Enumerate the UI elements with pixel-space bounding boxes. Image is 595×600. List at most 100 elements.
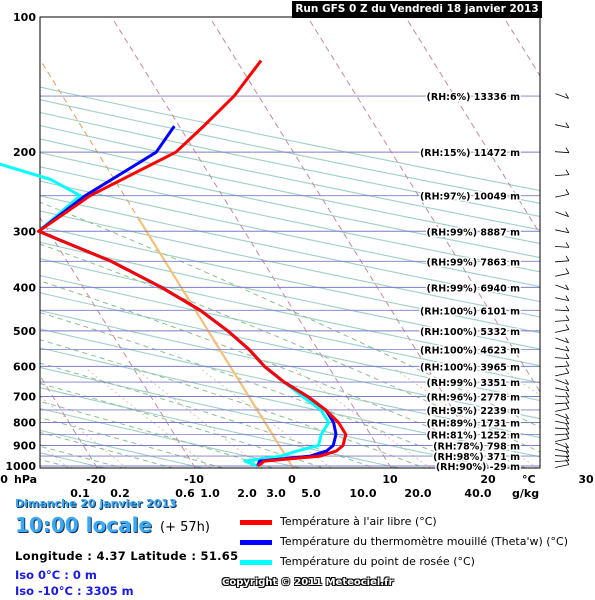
dry-adiabat	[40, 258, 540, 367]
dry-adiabat	[40, 292, 540, 402]
level-label: (RH:100%) 4623 m	[420, 345, 520, 356]
run-title: Run GFS 0 Z du Vendredi 18 janvier 2013	[292, 1, 542, 18]
wind-barb	[555, 284, 569, 291]
pressure-tick-label: 700	[13, 390, 36, 403]
grid-lines	[0, 17, 540, 476]
wind-barb	[554, 151, 570, 154]
wind-barb	[555, 329, 569, 333]
level-label: (RH:90%) -29 m	[436, 462, 520, 473]
wind-barb-flag	[565, 397, 570, 404]
wind-barb	[555, 442, 569, 449]
coordinates: Longitude : 4.37 Latitude : 51.65	[15, 549, 239, 563]
wind-barb	[554, 174, 570, 177]
wind-barb-flag	[565, 169, 570, 175]
wind-barb	[555, 124, 569, 128]
wind-barb-flag	[565, 345, 570, 352]
wind-barb-flag	[565, 295, 570, 301]
wind-barb-flag	[565, 442, 569, 449]
pressure-tick-label: 900	[13, 440, 36, 453]
temperature-tick-label: 0	[288, 473, 296, 486]
wind-barb	[555, 420, 569, 425]
level-label: (RH:97%) 10049 m	[420, 192, 520, 203]
wind-barb-flag	[565, 418, 570, 425]
temperature-tick-label: -20	[86, 473, 106, 486]
iso-zero-level: Iso 0°C : 0 m	[15, 568, 97, 582]
copyright: Copyright © 2011 Meteociel.fr	[222, 577, 394, 588]
wind-barb-flag	[565, 353, 570, 359]
mixing-ratio-line	[87, 369, 211, 468]
pressure-tick-label: 800	[13, 417, 36, 430]
wind-barb	[554, 309, 570, 312]
dry-adiabat	[40, 138, 540, 245]
level-label: (RH:6%) 13336 m	[427, 92, 521, 103]
wind-barb	[554, 427, 570, 430]
series-line-0	[37, 59, 348, 468]
wind-barb-flag	[565, 324, 570, 330]
temperature-tick-label: 20	[480, 473, 496, 486]
dry-adiabat	[40, 180, 540, 288]
level-label: (RH:99%) 8887 m	[427, 227, 521, 238]
moist-adiabat	[40, 201, 540, 428]
dry-adiabat	[40, 195, 540, 303]
wind-barb-flag	[565, 433, 570, 439]
legend-swatch-wetbulb	[240, 540, 272, 545]
pressure-tick-label: 100	[13, 11, 36, 24]
mixing-ratio-tick-label: 2.0	[237, 487, 257, 500]
wind-barb	[554, 402, 570, 405]
wind-barb	[554, 319, 570, 322]
dry-adiabat	[0, 17, 37, 476]
plot-frame	[39, 16, 541, 469]
level-label: (RH:96%) 2778 m	[427, 392, 521, 403]
wind-barb	[555, 211, 569, 218]
wind-barb	[555, 337, 569, 344]
wind-barb	[555, 413, 569, 420]
wind-barb	[555, 387, 569, 392]
isotherm	[307, 17, 540, 393]
legend-swatch-dewpoint	[240, 560, 272, 565]
pressure-tick-label: 200	[13, 146, 36, 159]
wind-barb-flag	[565, 360, 570, 367]
forecast-date: Dimanche 20 janvier 2013	[15, 497, 177, 510]
wind-barb-flag	[565, 455, 570, 461]
wind-barb	[555, 272, 569, 277]
dry-adiabat	[40, 328, 540, 438]
mixing-ratio-line	[502, 369, 540, 396]
wind-barb-flag	[565, 337, 569, 343]
temperature-tick-label: -30	[0, 473, 8, 486]
wind-barb-flag	[565, 122, 570, 128]
iso-minus10-level: Iso -10°C : 3305 m	[15, 584, 134, 598]
mixing-ratio-line	[136, 369, 263, 468]
dry-adiabat	[40, 347, 540, 458]
isotherm	[111, 17, 392, 468]
mixing-ratio-line	[201, 369, 332, 468]
level-label: (RH:95%) 2239 m	[427, 406, 521, 417]
temperature-unit-label: °C	[522, 473, 536, 486]
wind-barb-flag	[565, 284, 569, 290]
pressure-tick-label: 1000	[5, 460, 36, 473]
level-label: (RH:99%) 6940 m	[427, 283, 521, 294]
pressure-tick-label: 300	[13, 225, 36, 238]
wind-barb-flag	[565, 385, 570, 392]
legend-label-wetbulb: Température du thermomètre mouillé (Thet…	[280, 535, 569, 548]
isotherm	[405, 17, 540, 235]
wind-barb	[555, 438, 569, 442]
dry-adiabat	[40, 387, 402, 468]
level-label: (RH:78%) 798 m	[433, 442, 520, 453]
dry-adiabat	[40, 408, 304, 468]
wind-barb	[555, 379, 569, 385]
wind-barb	[555, 193, 569, 198]
moist-adiabat	[40, 339, 427, 468]
mixing-ratio-tick-label: 1.0	[200, 487, 220, 500]
wind-barb-flag	[565, 211, 569, 217]
wind-barb	[555, 93, 569, 99]
moist-adiabat	[40, 243, 540, 453]
pressure-tick-label: 400	[13, 281, 36, 294]
wind-barb-flag	[565, 189, 570, 195]
wind-barb-flag	[565, 305, 570, 312]
wind-barb	[554, 365, 570, 368]
wind-barb-flag	[565, 451, 570, 457]
mixing-ratio-tick-label: 0.6	[175, 487, 195, 500]
dry-adiabat	[40, 309, 540, 420]
wind-barb-flag	[565, 315, 570, 321]
